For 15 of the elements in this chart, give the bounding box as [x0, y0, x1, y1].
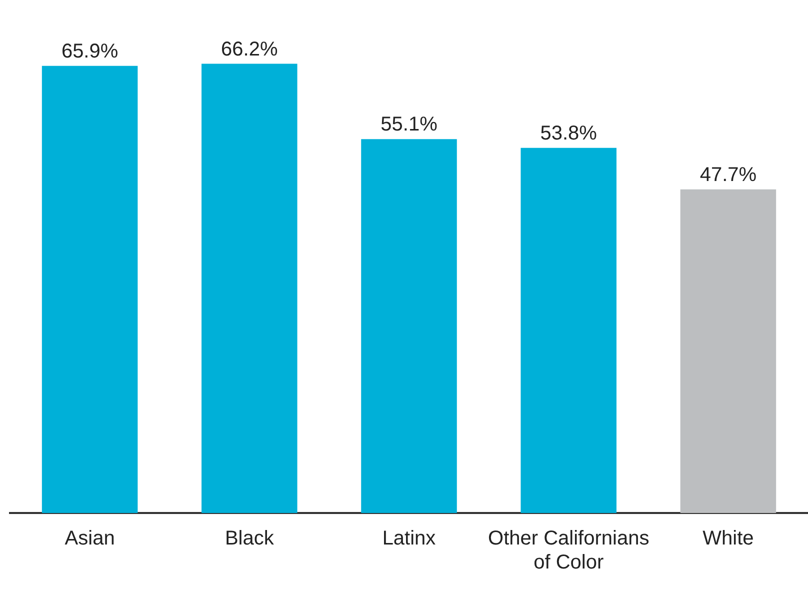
bar [202, 64, 298, 513]
x-tick-label: Black [224, 528, 275, 550]
x-tick-label: White [702, 528, 754, 550]
data-label: 55.1% [380, 114, 438, 136]
data-label: 65.9% [61, 40, 118, 62]
data-label: 66.2% [221, 38, 278, 60]
data-label: 47.7% [700, 164, 757, 186]
data-label: 53.8% [540, 122, 598, 144]
bar [42, 66, 138, 513]
x-tick-label: Asian [64, 528, 115, 550]
bar [680, 189, 776, 513]
x-tick-label: Latinx [382, 528, 436, 550]
bar [520, 148, 616, 513]
x-tick-label: Other Californians of Color [488, 528, 650, 574]
bar [361, 139, 457, 513]
